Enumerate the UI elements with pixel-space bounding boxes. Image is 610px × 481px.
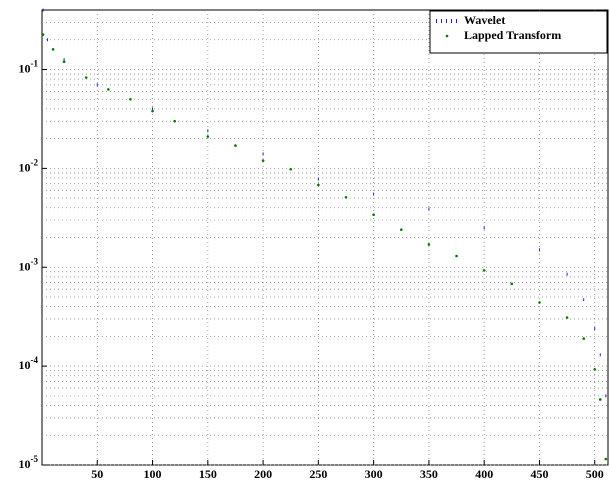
- legend-swatch: [445, 34, 449, 38]
- x-tick-label: 50: [91, 467, 103, 481]
- legend-label: Lapped Transform: [464, 28, 561, 42]
- point: [262, 152, 264, 156]
- point: [41, 33, 45, 36]
- point: [593, 367, 597, 371]
- x-tick-label: 450: [530, 467, 548, 481]
- x-tick-label: 400: [475, 467, 493, 481]
- point: [207, 129, 209, 133]
- point: [129, 97, 132, 101]
- y-tick-label: 10-5: [19, 454, 39, 471]
- point: [62, 60, 66, 63]
- point: [84, 76, 88, 79]
- y-tick-label: 10-1: [19, 59, 39, 76]
- point: [173, 119, 176, 123]
- x-tick-label: 350: [420, 467, 438, 481]
- point: [373, 192, 375, 196]
- legend-swatch: [441, 19, 442, 23]
- point: [63, 58, 65, 62]
- point: [399, 228, 403, 231]
- x-tick-label: 100: [144, 467, 162, 481]
- point: [206, 135, 210, 138]
- point: [605, 394, 607, 398]
- point: [261, 159, 265, 162]
- x-tick-label: 250: [309, 467, 327, 481]
- legend-label: Wavelet: [464, 13, 505, 27]
- point: [599, 353, 601, 357]
- point: [234, 144, 237, 147]
- point: [289, 167, 293, 171]
- point: [427, 243, 431, 246]
- point: [47, 38, 49, 42]
- point: [96, 83, 98, 87]
- point: [51, 48, 55, 51]
- point: [428, 207, 430, 211]
- point: [344, 196, 348, 199]
- point: [482, 269, 486, 272]
- point: [604, 457, 608, 461]
- point: [372, 213, 375, 217]
- y-tick-label: 10-3: [19, 256, 39, 273]
- point: [151, 109, 154, 113]
- y-tick-label: 10-2: [19, 157, 39, 174]
- point: [538, 301, 541, 304]
- point: [565, 316, 569, 319]
- point: [583, 298, 585, 302]
- point: [510, 282, 514, 286]
- x-tick-label: 500: [586, 467, 604, 481]
- x-tick-label: 200: [254, 467, 272, 481]
- point: [598, 398, 602, 401]
- point: [455, 254, 458, 258]
- legend-swatch: [456, 19, 457, 23]
- point: [582, 337, 585, 340]
- point: [483, 226, 485, 230]
- legend-swatch: [451, 19, 452, 23]
- legend-box: [429, 10, 608, 54]
- point: [566, 272, 568, 276]
- x-tick-label: 300: [365, 467, 383, 481]
- point: [594, 327, 596, 331]
- legend-swatch: [436, 19, 437, 23]
- x-tick-label: 150: [199, 467, 217, 481]
- point: [152, 107, 154, 111]
- y-tick-label: 10-4: [19, 355, 39, 372]
- point: [538, 248, 540, 252]
- point: [42, 8, 44, 12]
- point: [317, 183, 320, 187]
- point: [317, 177, 319, 181]
- legend-swatch: [446, 19, 447, 23]
- point: [107, 88, 110, 91]
